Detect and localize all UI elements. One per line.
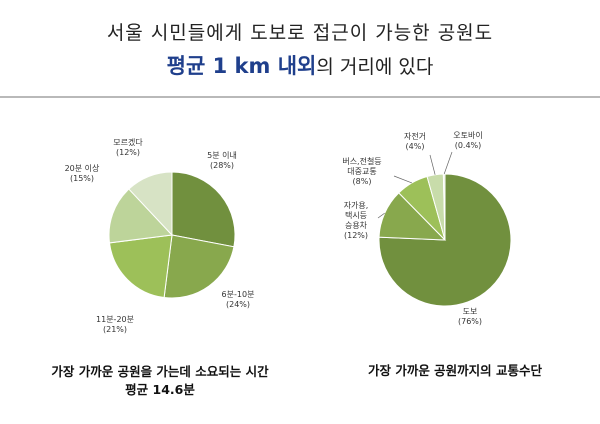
caption-text: 가장 가까운 공원을 가는데 소요되는 시간	[51, 364, 269, 379]
slice-label: 버스,전철등 대중교통 (8%)	[342, 156, 381, 186]
pie-slice	[108, 188, 174, 244]
slice-label: 11분-20분 (21%)	[96, 315, 134, 334]
slice-label: 6분-10분 (24%)	[222, 290, 255, 309]
title-divider	[0, 96, 600, 98]
pie-slice	[171, 171, 236, 248]
pie-slice	[108, 234, 173, 299]
leader-line	[393, 175, 413, 184]
slice-label: 오토바이 (0.4%)	[453, 130, 482, 150]
slice-label: 도보 (76%)	[458, 307, 482, 326]
slice-label: 모르겠다 (12%)	[113, 137, 143, 157]
pie-chart-travel-time: 5분 이내 (28%) 6분-10분 (24%) 11분-20분 (21%) 20분 이상(…	[65, 137, 255, 334]
title-line-1: 서울 시민들에게 도보로 접근이 가능한 공원도	[106, 22, 494, 44]
slice-label: 자가용, 택시등 승용차 (12%)	[344, 201, 369, 240]
pie-chart-transport-mode: 도보 (76%) 자가용, 택시등 승용차 (12%) 버스,전철등 대중교통 (8%) 자전거(…	[342, 130, 512, 326]
leader-line	[443, 151, 453, 175]
title-rest: 의 거리에 있다	[316, 56, 434, 78]
chart-caption-transport-mode: 가장 가까운 공원까지의 교통수단	[367, 363, 543, 378]
slice-label: 20분 이상 (15%)	[65, 163, 100, 183]
caption-average: 평균 14.6분	[125, 382, 195, 397]
chart-caption-travel-time: 가장 가까운 공원을 가는데 소요되는 시간 평균 14.6분	[20, 363, 300, 399]
leader-line	[429, 154, 436, 175]
slice-label: 5분 이내 (28%)	[207, 150, 237, 170]
title-highlight: 평균 1 km 내외	[166, 54, 317, 78]
title-line-2: 평균 1 km 내외의 거리에 있다	[0, 50, 600, 80]
pie-slice	[128, 171, 173, 237]
leader-line	[377, 212, 385, 219]
pie-slice	[163, 234, 235, 299]
slice-label: 자전거 (4%)	[404, 131, 426, 151]
